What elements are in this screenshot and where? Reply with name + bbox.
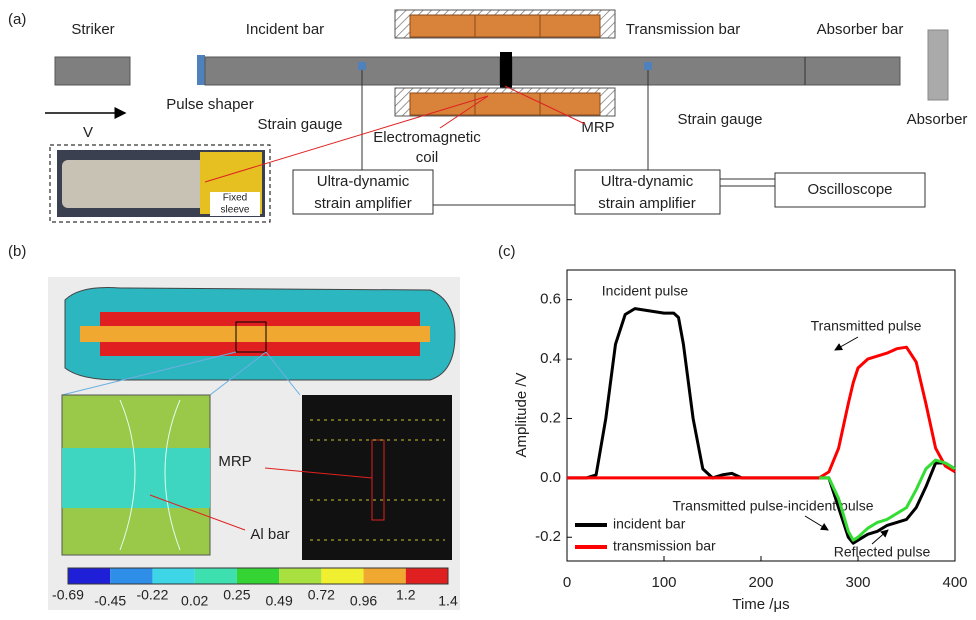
annotation: Transmitted pulse [811, 318, 922, 334]
colorbar-tick-label: -0.45 [94, 593, 126, 609]
label: strain amplifier [598, 195, 696, 212]
colorbar-tick-label: 0.02 [181, 593, 208, 609]
panel-a: (a) Striker Incident bar Transmission ba… [8, 10, 967, 222]
colorbar-segment [364, 568, 406, 584]
label: Absorber [907, 111, 968, 128]
model-band [80, 326, 430, 342]
label: Absorber bar [817, 21, 904, 38]
colorbar-segment [237, 568, 279, 584]
series-line [819, 460, 955, 540]
colorbar-segment [279, 568, 321, 584]
absorber [928, 30, 948, 100]
y-axis-label: Amplitude /V [513, 372, 530, 457]
label: Incident bar [246, 21, 324, 38]
model-band [100, 342, 420, 356]
y-tick-label: 0.0 [540, 469, 561, 486]
label: Transmission bar [626, 21, 740, 38]
strain-gauge [358, 62, 366, 70]
x-tick-label: 100 [651, 574, 676, 591]
annotation-arrow [835, 337, 858, 350]
label: MRP [218, 453, 251, 470]
legend-label: incident bar [613, 516, 686, 532]
series-line [567, 347, 955, 478]
annotation: Incident pulse [602, 283, 689, 299]
y-tick-label: -0.2 [535, 528, 561, 545]
x-tick-label: 400 [942, 574, 967, 591]
panel-b: (b) MRP Al bar -0.69 -0.45 -0.22 0.02 0.25 0.… [8, 243, 460, 610]
panel-label: (a) [8, 11, 26, 28]
coil [410, 93, 600, 115]
label: Fixed [223, 193, 247, 204]
colorbar-segment [152, 568, 194, 584]
label: V [83, 124, 93, 141]
label: sleeve [221, 205, 250, 216]
colorbar-segment [110, 568, 152, 584]
pulse-shaper [197, 55, 205, 85]
colorbar-tick-label: 0.25 [223, 587, 250, 603]
x-tick-label: 200 [748, 574, 773, 591]
label: Oscilloscope [807, 181, 892, 198]
legend-label: transmission bar [613, 538, 716, 554]
label: Striker [71, 21, 114, 38]
label: Pulse shaper [166, 96, 254, 113]
zoom-band [62, 448, 210, 508]
x-tick-label: 0 [563, 574, 571, 591]
mrp [500, 52, 512, 88]
label: Strain gauge [677, 111, 762, 128]
colorbar-segment [68, 568, 110, 584]
figure: (a) Striker Incident bar Transmission ba… [0, 0, 976, 615]
colorbar-segment [321, 568, 363, 584]
model-band [100, 312, 420, 326]
panel-label: (c) [498, 243, 516, 260]
colorbar-segment [406, 568, 448, 584]
label: Strain gauge [257, 116, 342, 133]
colorbar-tick-label: 0.72 [308, 587, 335, 603]
label: MRP [581, 119, 614, 136]
label: Ultra-dynamic [601, 173, 694, 190]
panel-label: (b) [8, 243, 26, 260]
colorbar-tick-label: 1.2 [396, 587, 416, 603]
label: Ultra-dynamic [317, 173, 410, 190]
label: Al bar [250, 526, 289, 543]
transmission-bar [512, 57, 900, 85]
photo-specimen [62, 160, 212, 208]
y-tick-label: 0.4 [540, 350, 561, 367]
colorbar-tick-label: 0.96 [350, 593, 377, 609]
colorbar-tick-label: -0.22 [136, 587, 168, 603]
x-axis-label: Time /μs [732, 596, 789, 613]
coil [410, 15, 600, 37]
label: Electromagnetic [373, 129, 481, 146]
annotation: Reflected pulse [834, 544, 931, 560]
panel-c: (c) Time /μs Amplitude /V Incident pulse… [498, 243, 968, 613]
label: coil [416, 149, 439, 166]
colorbar-tick-label: 1.4 [438, 593, 458, 609]
label: strain amplifier [314, 195, 412, 212]
annotation-arrow [805, 516, 828, 530]
y-tick-label: 0.2 [540, 409, 561, 426]
strain-gauge [644, 62, 652, 70]
colorbar-tick-label: -0.69 [52, 587, 84, 603]
striker [55, 57, 130, 85]
colorbar-segment [195, 568, 237, 584]
incident-bar [205, 57, 500, 85]
y-tick-label: 0.6 [540, 291, 561, 308]
x-tick-label: 300 [845, 574, 870, 591]
colorbar-tick-label: 0.49 [265, 593, 292, 609]
